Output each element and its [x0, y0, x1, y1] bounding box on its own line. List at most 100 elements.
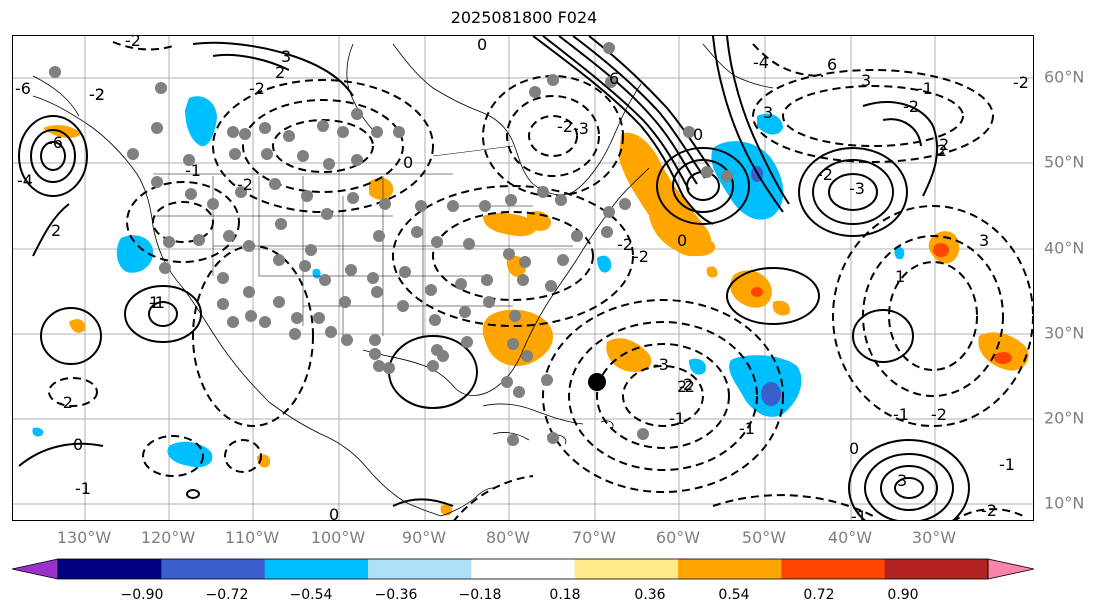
- lat-label: 50°N: [1044, 152, 1085, 172]
- contour-label: -2: [89, 85, 105, 104]
- contour-label: 0: [329, 505, 339, 521]
- contour-label: 6: [609, 69, 619, 88]
- contours-negative: [48, 41, 1033, 520]
- contour-label: 0: [73, 435, 83, 454]
- lat-label: 10°N: [1044, 493, 1085, 513]
- contour-label: 2: [939, 135, 949, 154]
- contour-label: 0: [677, 231, 687, 250]
- contour-label: 3: [281, 47, 291, 66]
- colorbar-segment: [471, 559, 576, 579]
- contour-label: 2: [937, 141, 947, 160]
- colorbar-segments: [58, 559, 989, 579]
- lon-label: 70°W: [571, 528, 617, 547]
- contour-label: 2: [677, 377, 687, 396]
- contour-label: -2: [125, 36, 141, 50]
- contour-label: -1: [917, 79, 933, 98]
- colorbar-tick-label: −0.18: [458, 587, 502, 603]
- colorbar-tick-label: −0.90: [120, 587, 164, 603]
- contour-label: -3: [573, 119, 589, 138]
- contour-label: -4: [753, 53, 769, 72]
- colorbar-tick-label: 0.54: [718, 587, 750, 603]
- political-boundaries: [153, 145, 573, 336]
- colorbar-tick-label: −0.36: [374, 587, 418, 603]
- contour-label: -3: [653, 355, 669, 374]
- contour-label: 0: [849, 439, 859, 458]
- contour-label: -2: [617, 235, 633, 254]
- contour-label: -2: [237, 175, 253, 194]
- map-canvas: -2 3 2 -2 6 -6 -4 -2 -1 -2 0 -1 2 -2 0 -…: [13, 36, 1033, 521]
- contour-label: -2: [633, 247, 649, 266]
- colorbar-max-arrow: [987, 558, 1035, 580]
- contour-label: -2: [817, 165, 833, 184]
- contour-label: -2: [679, 377, 695, 396]
- contour-label: -1: [669, 409, 685, 428]
- colorbar-segment: [161, 559, 266, 579]
- lat-label: 40°N: [1044, 238, 1085, 258]
- contour-label: -2: [57, 393, 73, 412]
- colorbar-segment: [368, 559, 472, 579]
- colorbar-min-arrow: [11, 558, 59, 580]
- contour-label: 2: [51, 221, 61, 240]
- colorbar: [11, 558, 1035, 580]
- contour-label: 2: [683, 375, 693, 394]
- contour-label: -2: [903, 97, 919, 116]
- contour-label: 0: [693, 125, 703, 144]
- contour-label: -2: [89, 85, 105, 104]
- contour-label: -1: [75, 479, 91, 498]
- contour-label: 3: [897, 471, 907, 490]
- colorbar-segment: [58, 559, 162, 579]
- contour-label: 3: [861, 71, 871, 90]
- contour-label: -6: [47, 133, 63, 152]
- contour-label: -4: [17, 171, 33, 190]
- lon-label: 100°W: [310, 528, 366, 547]
- lon-label: 110°W: [224, 528, 280, 547]
- contour-label: -1: [893, 405, 909, 424]
- colorbar-segment: [678, 559, 782, 579]
- contour-label: 3: [763, 103, 773, 122]
- contour-label-group: -2 3 2 -2 6 -6 -4 -2 -1 -2 0 -1 2 -2 0 -…: [15, 36, 1029, 521]
- contour-label: 1: [895, 267, 905, 286]
- lon-label: 130°W: [56, 528, 112, 547]
- colorbar-segment: [264, 559, 369, 579]
- lon-label: 50°W: [741, 528, 787, 547]
- contour-label: -2: [557, 117, 573, 136]
- colorbar-outline: [57, 558, 989, 580]
- map-title: 2025081800 F024: [450, 8, 598, 27]
- colorbar-tick-label: 0.90: [887, 587, 919, 603]
- contours-positive: [18, 36, 970, 520]
- contour-label: -1: [999, 455, 1015, 474]
- contour-label: -1: [739, 419, 755, 438]
- contour-label: 0: [477, 36, 487, 54]
- lon-label: 40°W: [827, 528, 873, 547]
- shading-negative: [32, 96, 905, 468]
- lat-label: 30°N: [1044, 323, 1085, 343]
- colorbar-segment: [884, 559, 989, 579]
- contour-label: -3: [849, 179, 865, 198]
- colorbar-tick-label: −0.72: [205, 587, 249, 603]
- contour-label: -2: [931, 405, 947, 424]
- storm-center-marker: [588, 373, 606, 391]
- colorbar-segment: [781, 559, 886, 579]
- colorbar-tick-label: 0.36: [634, 587, 666, 603]
- station-dots: [49, 42, 733, 446]
- lon-label: 120°W: [140, 528, 196, 547]
- contour-label: 2: [275, 63, 285, 82]
- contour-label: -2: [249, 79, 265, 98]
- lon-label: 80°W: [485, 528, 531, 547]
- colorbar-tick-label: −0.54: [289, 587, 333, 603]
- contour-label: 0: [403, 153, 413, 172]
- lon-label: 90°W: [401, 528, 447, 547]
- contour-label: -2: [981, 501, 997, 520]
- contour-label: -6: [15, 79, 31, 98]
- contour-label: -1: [851, 507, 867, 521]
- lon-label: 30°W: [911, 528, 957, 547]
- contour-label: -2: [1013, 73, 1029, 92]
- contour-label: 1: [149, 293, 159, 312]
- contour-label: 3: [979, 231, 989, 250]
- lat-label: 60°N: [1044, 67, 1085, 87]
- coastlines: [32, 43, 774, 517]
- lon-label: 60°W: [655, 528, 701, 547]
- contour-label: -1: [185, 161, 201, 180]
- colorbar-tick-label: 0.18: [549, 587, 581, 603]
- graticule: [13, 36, 1033, 520]
